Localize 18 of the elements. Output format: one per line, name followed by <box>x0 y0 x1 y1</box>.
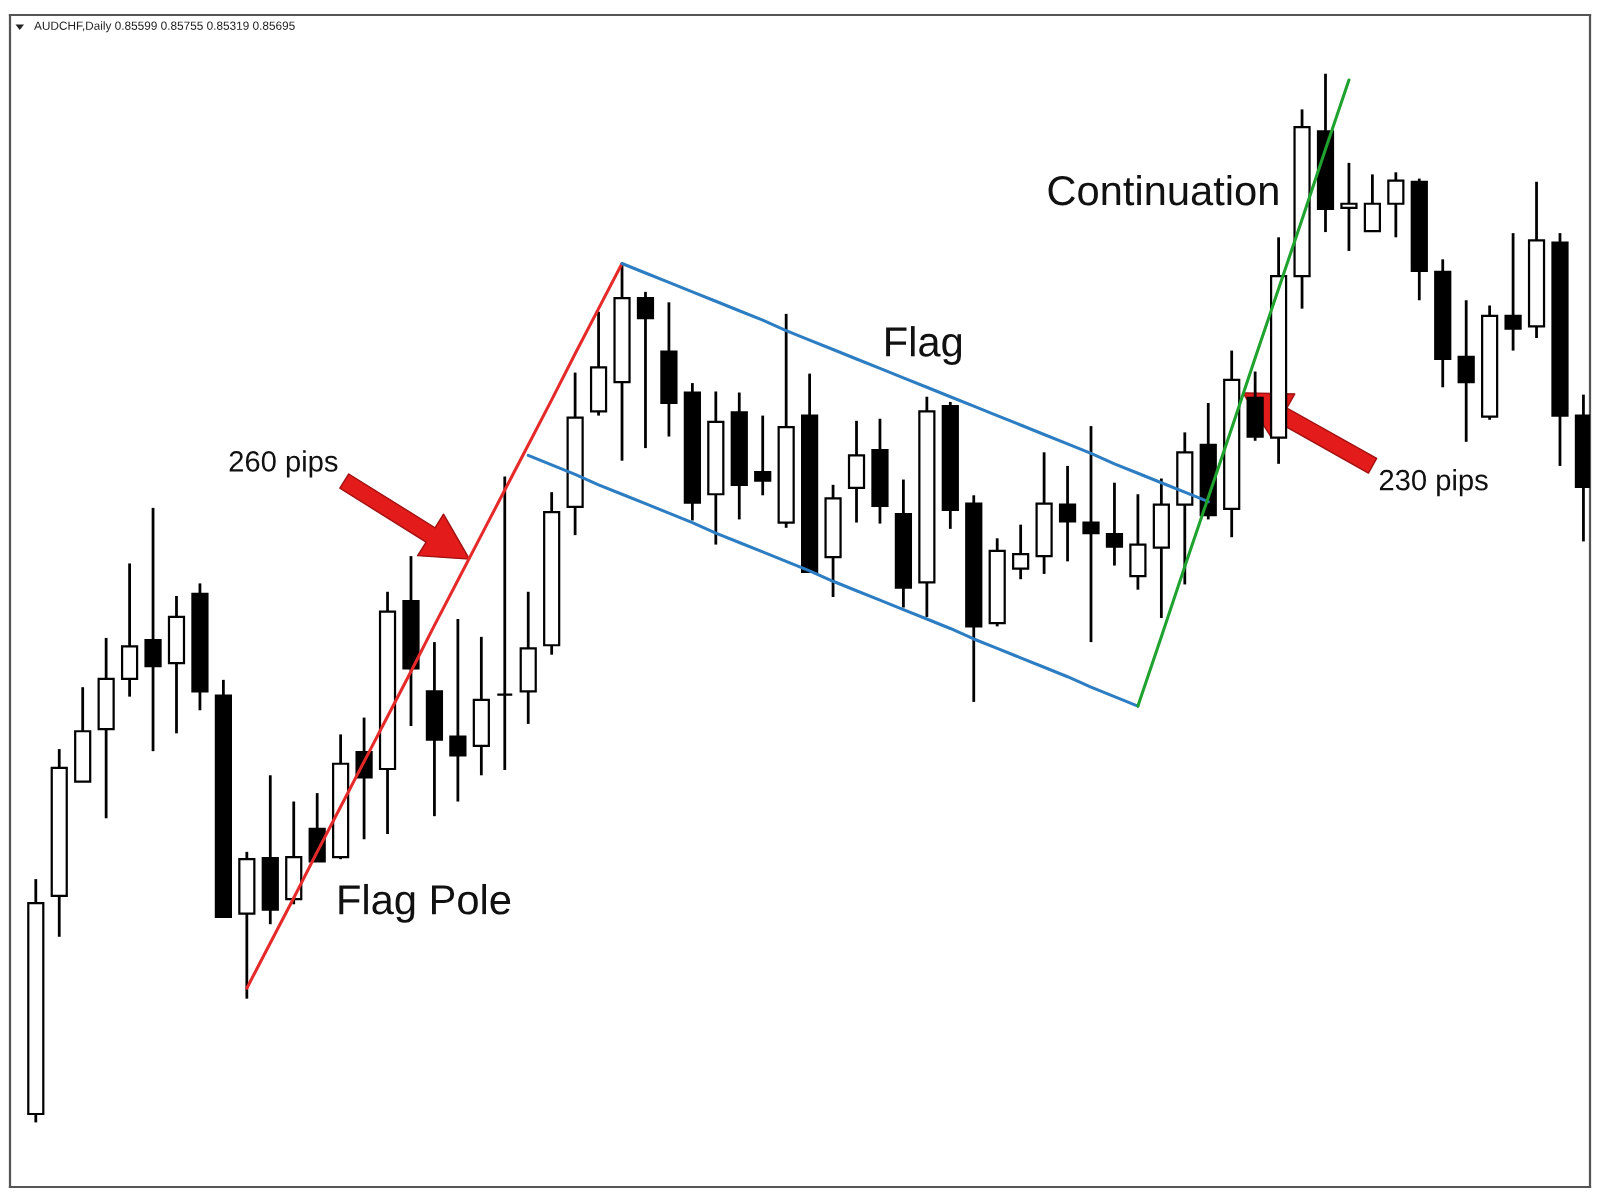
candlestick <box>144 506 162 753</box>
annotation: 230 pips <box>1379 469 1488 497</box>
annotation: Flag Pole <box>339 883 511 923</box>
candlestick <box>1058 464 1077 563</box>
candlestick <box>1340 161 1358 253</box>
candlestick <box>1012 523 1030 581</box>
candlestick <box>449 617 467 803</box>
candlestick <box>754 414 772 497</box>
candlestick <box>636 290 655 450</box>
candlestick <box>1082 424 1100 644</box>
annotation: Flag <box>886 326 962 365</box>
annotation: Continuation <box>1048 174 1278 206</box>
candlestick <box>1504 231 1522 352</box>
candlestick <box>1387 170 1405 239</box>
candlestick <box>1105 481 1124 567</box>
annotation: 260 pips <box>229 450 338 478</box>
candlestick <box>496 475 514 772</box>
chart-title: AUDCHF,Daily 0.85599 0.85755 0.85319 0.85695 <box>34 21 295 33</box>
